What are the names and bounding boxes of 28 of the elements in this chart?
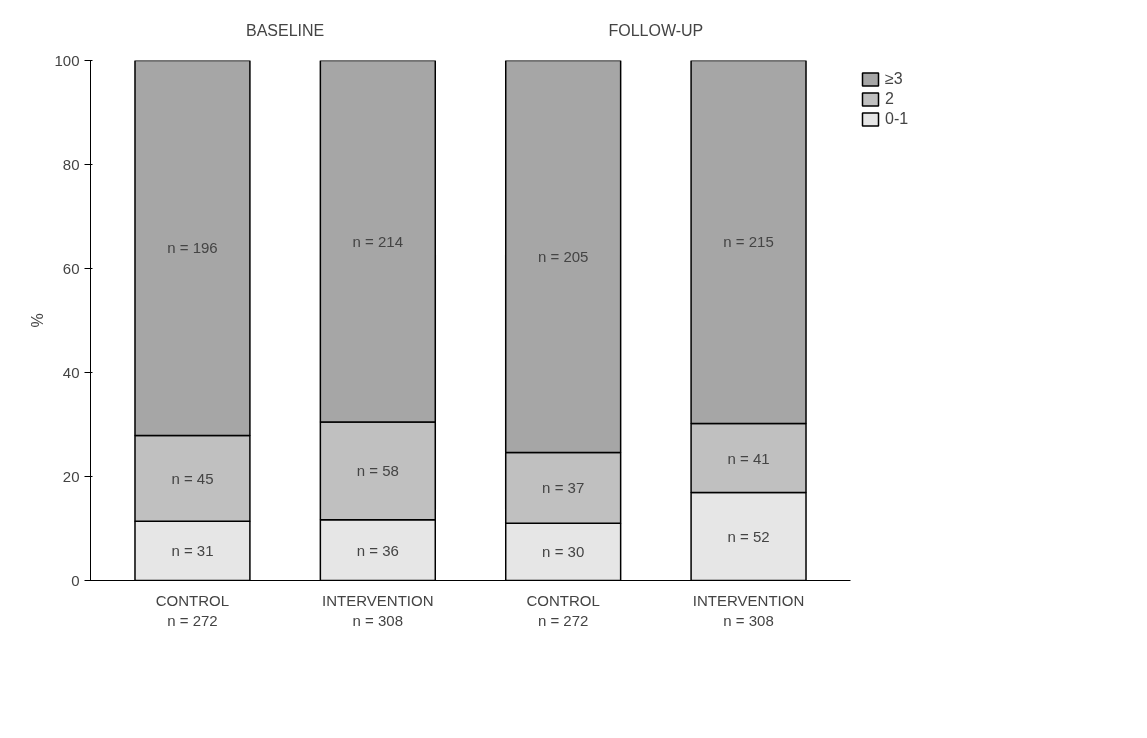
y-tick-label: 100 (54, 51, 80, 69)
annotation: n = 36 (356, 541, 399, 559)
annotation: n = 31 (171, 542, 214, 560)
annotation: n = 52 (727, 528, 770, 546)
annotation: n = 30 (542, 543, 585, 561)
y-tick-label: 0 (71, 571, 80, 589)
legend-label: 0-1 (885, 110, 909, 128)
annotation: n = 205 (537, 248, 589, 266)
annotation: n = 41 (727, 449, 770, 467)
y-tick-label: 40 (62, 363, 80, 381)
text: BASELINE (246, 22, 325, 39)
text: FOLLOW-UP (608, 22, 704, 39)
x-tick-label: CONTROL n = 272 (526, 591, 600, 629)
y-tick-label: 80 (62, 155, 80, 173)
annotation: n = 214 (352, 232, 404, 250)
x-tick-label: INTERVENTION n = 308 (692, 591, 805, 629)
x-tick-label: CONTROL n = 272 (155, 591, 230, 629)
annotation: n = 45 (171, 469, 214, 487)
annotation: n = 215 (723, 233, 774, 251)
legend-label: ≥3 (885, 70, 904, 88)
y-tick-label: 60 (62, 259, 80, 277)
annotation: n = 58 (356, 462, 399, 480)
y-axis-title: % (29, 313, 47, 328)
x-tick-label: INTERVENTION n = 308 (322, 591, 434, 629)
y-tick-label: 20 (62, 467, 80, 485)
legend-label: 2 (885, 90, 895, 108)
annotation: n = 196 (167, 239, 218, 257)
annotation: n = 37 (542, 479, 585, 497)
